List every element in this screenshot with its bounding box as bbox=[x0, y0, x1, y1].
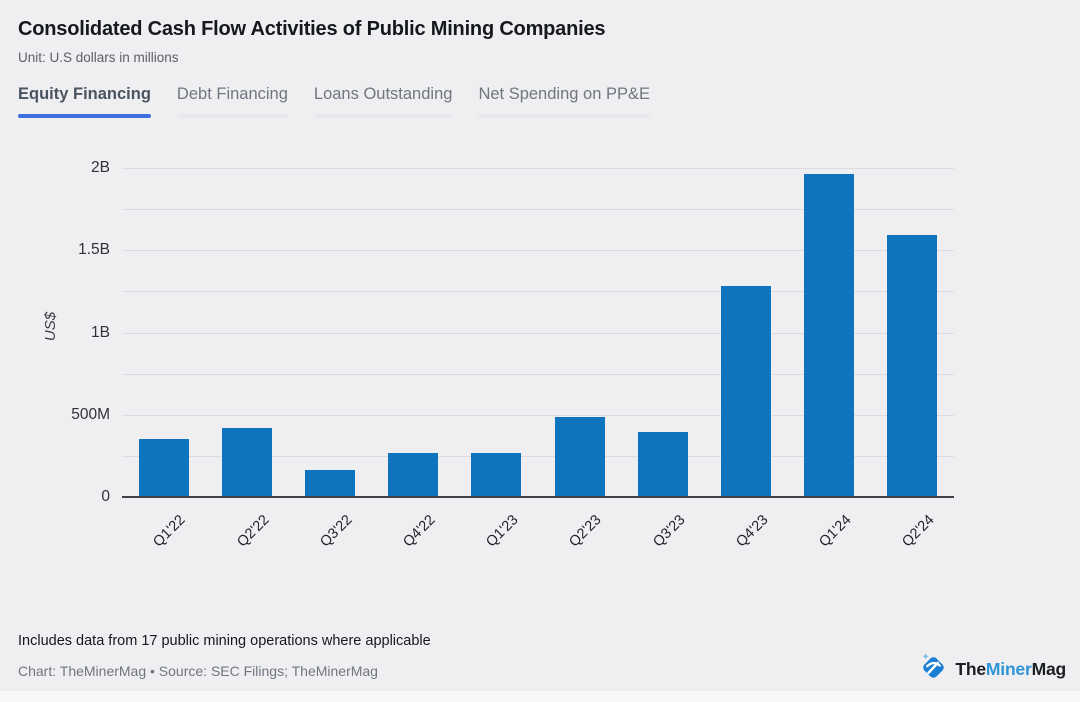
x-label-slot: Q1'22 bbox=[122, 498, 205, 570]
gridline bbox=[122, 250, 954, 252]
x-axis-tick-label: Q2'23 bbox=[566, 512, 605, 551]
bar-slot bbox=[455, 169, 538, 498]
x-axis-tick-label: Q1'23 bbox=[483, 512, 522, 551]
y-axis-tick-label: 2B bbox=[91, 159, 110, 176]
gridline bbox=[122, 209, 954, 211]
bar-Q4'23 bbox=[721, 285, 771, 498]
gridline bbox=[122, 414, 954, 416]
theminermag-logo: TheMinerMag bbox=[916, 650, 1066, 689]
bar-Q2'23 bbox=[554, 417, 605, 498]
gridline bbox=[122, 332, 954, 334]
bar-slot bbox=[621, 169, 704, 498]
y-axis-title: US$ bbox=[42, 311, 60, 342]
bar-slot bbox=[122, 169, 205, 498]
gridline bbox=[122, 291, 954, 293]
x-axis-tick-label: Q3'22 bbox=[316, 512, 356, 551]
gridline bbox=[122, 373, 954, 375]
header: Consolidated Cash Flow Activities of Pub… bbox=[0, 0, 1080, 65]
logo-word-the: The bbox=[955, 659, 986, 679]
footer-note: Includes data from 17 public mining oper… bbox=[18, 633, 431, 649]
logo-word-mag: Mag bbox=[1031, 659, 1067, 679]
x-axis-tick-label: Q1'22 bbox=[150, 512, 189, 551]
bar-Q3'22 bbox=[305, 470, 355, 498]
page-title: Consolidated Cash Flow Activities of Pub… bbox=[18, 18, 606, 40]
bar-slot bbox=[704, 169, 787, 498]
x-label-slot: Q4'22 bbox=[372, 498, 455, 570]
bottom-strip bbox=[0, 691, 1080, 702]
bar-Q4'22 bbox=[388, 452, 439, 498]
tab-loans-outstanding[interactable]: Loans Outstanding bbox=[313, 85, 452, 118]
y-axis-tick-label: 0 bbox=[101, 488, 110, 505]
gridline bbox=[122, 455, 954, 457]
bar-Q2'22 bbox=[221, 428, 272, 498]
y-axis-tick-label: 500M bbox=[71, 405, 110, 423]
plot-area: 0 500M 1B 1.5B 2B US$ Q1'22 Q2'22 Q3'22 Q4'22 Q1… bbox=[42, 142, 954, 550]
x-axis-tick-label: Q1'24 bbox=[816, 512, 855, 551]
x-label-slot: Q2'23 bbox=[538, 498, 621, 570]
bar-Q2'24 bbox=[887, 234, 938, 498]
x-axis-labels: Q1'22 Q2'22 Q3'22 Q4'22 Q1'23 Q2'23 Q3'23 Q4'23… bbox=[122, 498, 954, 570]
bar-Q1'22 bbox=[138, 438, 189, 498]
tab-debt-financing[interactable]: Debt Financing bbox=[176, 85, 288, 118]
x-label-slot: Q3'22 bbox=[288, 498, 371, 570]
x-axis-line bbox=[122, 496, 954, 498]
x-axis-tick-label: Q4'22 bbox=[400, 512, 439, 551]
bars-group bbox=[122, 169, 954, 498]
tab-equity-financing[interactable]: Equity Financing bbox=[18, 85, 151, 118]
bar-slot bbox=[538, 169, 621, 498]
bar-slot bbox=[372, 169, 455, 498]
x-axis-tick-label: Q2'24 bbox=[899, 512, 938, 551]
bar-slot bbox=[288, 169, 371, 498]
x-label-slot: Q2'22 bbox=[205, 498, 288, 570]
x-label-slot: Q2'24 bbox=[871, 498, 954, 570]
tab-bar: Equity Financing Debt Financing Loans Ou… bbox=[0, 85, 1080, 118]
bar-slot bbox=[788, 169, 871, 498]
x-label-slot: Q4'23 bbox=[704, 498, 787, 570]
x-label-slot: Q1'23 bbox=[455, 498, 538, 570]
footer-credits: Chart: TheMinerMag • Source: SEC Filings… bbox=[18, 663, 378, 679]
bar-Q3'23 bbox=[637, 432, 688, 498]
logo-wordmark: TheMinerMag bbox=[955, 659, 1066, 680]
tab-net-spending-ppe[interactable]: Net Spending on PP&E bbox=[478, 85, 650, 118]
y-axis: 0 500M 1B 1.5B 2B bbox=[10, 142, 110, 505]
bar-slot bbox=[871, 169, 954, 498]
y-axis-tick-label: 1.5B bbox=[78, 241, 110, 259]
x-label-slot: Q1'24 bbox=[788, 498, 871, 570]
gridline bbox=[122, 168, 954, 169]
y-axis-tick-label: 1B bbox=[91, 323, 110, 341]
pickaxe-logo-icon bbox=[916, 650, 950, 689]
x-axis-tick-label: Q2'22 bbox=[233, 512, 273, 551]
bar-Q1'24 bbox=[804, 173, 855, 498]
bar-Q1'23 bbox=[471, 452, 522, 498]
x-label-slot: Q3'23 bbox=[621, 498, 704, 570]
x-axis-tick-label: Q4'23 bbox=[732, 512, 772, 551]
bar-chart: 0 500M 1B 1.5B 2B US$ Q1'22 Q2'22 Q3'22 Q4'22 Q1… bbox=[42, 142, 954, 550]
logo-word-miner: Miner bbox=[985, 659, 1032, 679]
page-subtitle: Unit: U.S dollars in millions bbox=[18, 50, 179, 65]
x-axis-tick-label: Q3'23 bbox=[649, 512, 689, 551]
bar-slot bbox=[205, 169, 288, 498]
